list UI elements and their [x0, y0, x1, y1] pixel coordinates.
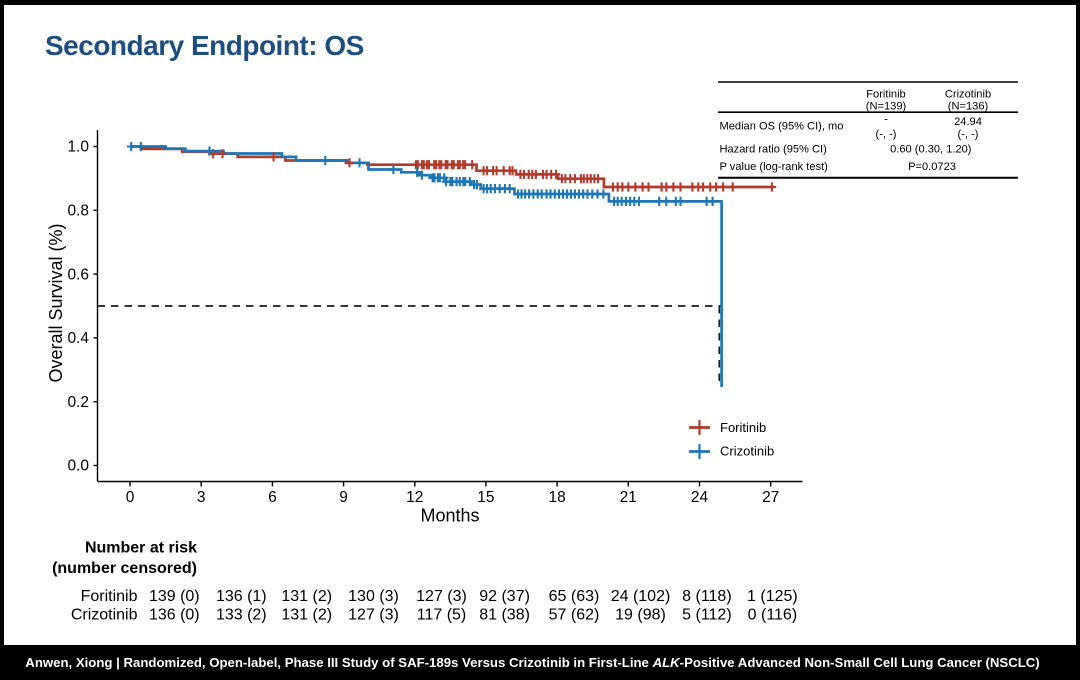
svg-text:19 (98): 19 (98)	[615, 607, 666, 624]
svg-text:133 (2): 133 (2)	[216, 607, 267, 624]
svg-text:24.94: 24.94	[954, 116, 982, 128]
svg-text:1.0: 1.0	[67, 139, 89, 156]
svg-text:136 (0): 136 (0)	[149, 607, 200, 624]
svg-text:127 (3): 127 (3)	[416, 588, 467, 605]
svg-text:-: -	[884, 114, 888, 126]
svg-text:136 (1): 136 (1)	[216, 588, 267, 605]
svg-text:3: 3	[197, 489, 206, 506]
svg-text:Crizotinib: Crizotinib	[945, 89, 991, 101]
svg-text:24: 24	[691, 489, 709, 506]
svg-text:139 (0): 139 (0)	[149, 588, 200, 605]
svg-text:12: 12	[406, 489, 423, 506]
svg-text:P=0.0723: P=0.0723	[908, 161, 956, 173]
svg-text:0.0: 0.0	[67, 458, 89, 475]
svg-text:0.2: 0.2	[67, 394, 89, 411]
svg-text:0.60 (0.30, 1.20): 0.60 (0.30, 1.20)	[890, 143, 971, 155]
svg-text:24 (102): 24 (102)	[611, 588, 671, 605]
svg-text:92 (37): 92 (37)	[479, 588, 530, 605]
svg-text:18: 18	[548, 489, 565, 506]
svg-text:Months: Months	[420, 506, 479, 526]
svg-text:0 (116): 0 (116)	[748, 607, 798, 624]
svg-text:0.4: 0.4	[67, 330, 89, 347]
svg-text:(-, -): (-, -)	[958, 129, 979, 141]
svg-text:0: 0	[126, 489, 135, 506]
svg-text:81 (38): 81 (38)	[479, 607, 530, 624]
svg-text:Foritinib: Foritinib	[866, 89, 905, 101]
svg-text:(N=139): (N=139)	[866, 100, 906, 112]
svg-text:117 (5): 117 (5)	[417, 607, 467, 624]
svg-text:P value (log-rank test): P value (log-rank test)	[720, 161, 828, 173]
svg-text:5 (112): 5 (112)	[682, 607, 732, 624]
svg-text:131 (2): 131 (2)	[281, 588, 332, 605]
svg-text:8 (118): 8 (118)	[682, 588, 732, 605]
svg-text:Number at risk: Number at risk	[85, 540, 197, 557]
svg-text:Foritinib: Foritinib	[81, 588, 138, 605]
svg-text:6: 6	[268, 489, 277, 506]
svg-text:15: 15	[477, 489, 494, 506]
svg-text:131 (2): 131 (2)	[281, 607, 332, 624]
svg-text:127 (3): 127 (3)	[348, 607, 399, 624]
svg-text:Hazard ratio (95% CI): Hazard ratio (95% CI)	[720, 143, 827, 155]
svg-text:(number censored): (number censored)	[52, 560, 197, 577]
svg-text:0.8: 0.8	[67, 203, 89, 220]
svg-text:65 (63): 65 (63)	[549, 588, 600, 605]
svg-text:Overall Survival (%): Overall Survival (%)	[46, 223, 66, 382]
svg-text:1 (125): 1 (125)	[747, 588, 798, 605]
svg-text:21: 21	[620, 489, 637, 506]
svg-text:Crizotinib: Crizotinib	[71, 607, 138, 624]
svg-text:0.6: 0.6	[67, 266, 89, 283]
svg-text:Foritinib: Foritinib	[720, 420, 766, 435]
svg-text:130 (3): 130 (3)	[348, 588, 399, 605]
svg-text:Median OS (95% CI), mo: Median OS (95% CI), mo	[720, 120, 844, 132]
svg-text:(N=136): (N=136)	[948, 100, 988, 112]
svg-text:57 (62): 57 (62)	[549, 607, 600, 624]
svg-text:9: 9	[339, 489, 348, 506]
svg-text:27: 27	[762, 489, 779, 506]
svg-text:(-, -): (-, -)	[876, 129, 897, 141]
svg-text:Crizotinib: Crizotinib	[720, 444, 774, 459]
